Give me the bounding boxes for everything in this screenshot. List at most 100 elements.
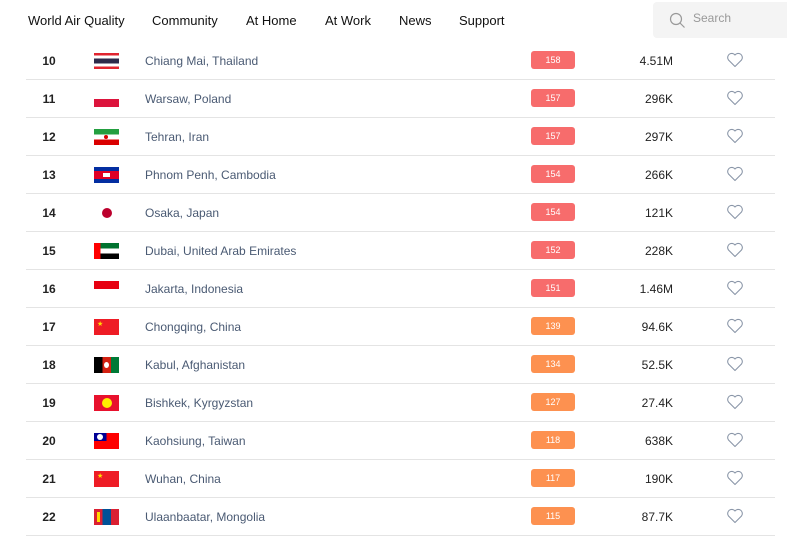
top-nav: World Air Quality Community At Home At W… xyxy=(0,0,787,42)
flag-taiwan xyxy=(94,433,119,449)
heart-icon[interactable] xyxy=(726,52,744,73)
aqi-badge: 154 xyxy=(531,203,575,221)
city-link[interactable]: Tehran, Iran xyxy=(145,130,210,144)
flag-china: ★ xyxy=(94,319,119,335)
flag-afghanistan xyxy=(94,357,119,373)
population: 121K xyxy=(644,206,673,220)
city-link[interactable]: Warsaw, Poland xyxy=(145,92,232,106)
aqi-badge: 115 xyxy=(531,507,575,525)
rank: 21 xyxy=(42,472,56,486)
city-link[interactable]: Jakarta, Indonesia xyxy=(145,282,244,296)
city-link[interactable]: Osaka, Japan xyxy=(145,206,220,220)
population: 296K xyxy=(644,92,673,106)
nav-world-air-quality[interactable]: World Air Quality xyxy=(28,13,125,28)
heart-icon[interactable] xyxy=(726,318,744,339)
table-row: 15 Dubai, United Arab Emirates 152 228K xyxy=(26,232,775,270)
city-link[interactable]: Kabul, Afghanistan xyxy=(145,358,246,372)
city-link[interactable]: Wuhan, China xyxy=(145,472,221,486)
rank: 10 xyxy=(42,54,56,68)
heart-icon[interactable] xyxy=(726,470,744,491)
heart-icon[interactable] xyxy=(726,432,744,453)
flag-thailand xyxy=(94,53,119,69)
table-row: 14 Osaka, Japan 154 121K xyxy=(26,194,775,232)
aqi-badge: 158 xyxy=(531,51,575,69)
aqi-badge: 157 xyxy=(531,127,575,145)
population: 638K xyxy=(644,434,673,448)
heart-icon[interactable] xyxy=(726,394,744,415)
city-link[interactable]: Chongqing, China xyxy=(145,320,242,334)
nav-community[interactable]: Community xyxy=(152,13,218,28)
population: 1.46M xyxy=(639,282,673,296)
nav-support[interactable]: Support xyxy=(459,13,505,28)
table-row: 19 Bishkek, Kyrgyzstan 127 27.4K xyxy=(26,384,775,422)
aqi-badge: 134 xyxy=(531,355,575,373)
population: 52.5K xyxy=(641,358,673,372)
heart-icon[interactable] xyxy=(726,242,744,263)
aqi-badge: 117 xyxy=(531,469,575,487)
search-icon xyxy=(669,12,685,28)
population: 266K xyxy=(644,168,673,182)
aqi-badge: 139 xyxy=(531,317,575,335)
table-row: 12 Tehran, Iran 157 297K xyxy=(26,118,775,156)
table-row: 18 Kabul, Afghanistan 134 52.5K xyxy=(26,346,775,384)
flag-china: ★ xyxy=(94,471,119,487)
rank: 20 xyxy=(42,434,56,448)
city-link[interactable]: Kaohsiung, Taiwan xyxy=(145,434,246,448)
nav-news[interactable]: News xyxy=(399,13,432,28)
flag-japan xyxy=(94,205,119,221)
aqi-badge: 157 xyxy=(531,89,575,107)
population: 27.4K xyxy=(641,396,673,410)
city-link[interactable]: Ulaanbaatar, Mongolia xyxy=(145,510,266,524)
rank: 22 xyxy=(42,510,56,524)
flag-uae xyxy=(94,243,119,259)
rank: 14 xyxy=(42,206,56,220)
city-ranking-list: 10 Chiang Mai, Thailand 158 4.51M 11 War… xyxy=(26,42,775,536)
city-link[interactable]: Phnom Penh, Cambodia xyxy=(145,168,276,182)
flag-cambodia xyxy=(94,167,119,183)
table-row: 16 Jakarta, Indonesia 151 1.46M xyxy=(26,270,775,308)
flag-iran xyxy=(94,129,119,145)
rank: 12 xyxy=(42,130,56,144)
city-link[interactable]: Chiang Mai, Thailand xyxy=(145,54,259,68)
rank: 16 xyxy=(42,282,56,296)
nav-at-home[interactable]: At Home xyxy=(246,13,297,28)
aqi-badge: 118 xyxy=(531,431,575,449)
flag-kyrgyzstan xyxy=(94,395,119,411)
rank: 18 xyxy=(42,358,56,372)
search-input[interactable] xyxy=(693,11,783,25)
rank: 13 xyxy=(42,168,56,182)
table-row: 13 Phnom Penh, Cambodia 154 266K xyxy=(26,156,775,194)
heart-icon[interactable] xyxy=(726,508,744,529)
search-box[interactable] xyxy=(653,2,787,38)
population: 228K xyxy=(644,244,673,258)
heart-icon[interactable] xyxy=(726,356,744,377)
flag-mongolia xyxy=(94,509,119,525)
population: 4.51M xyxy=(639,54,673,68)
table-row: 20 Kaohsiung, Taiwan 118 638K xyxy=(26,422,775,460)
population: 190K xyxy=(644,472,673,486)
heart-icon[interactable] xyxy=(726,166,744,187)
heart-icon[interactable] xyxy=(726,128,744,149)
nav-at-work[interactable]: At Work xyxy=(325,13,371,28)
aqi-badge: 152 xyxy=(531,241,575,259)
rank: 15 xyxy=(42,244,56,258)
table-row: 11 Warsaw, Poland 157 296K xyxy=(26,80,775,118)
rank: 17 xyxy=(42,320,56,334)
table-row: 17 ★ Chongqing, China 139 94.6K xyxy=(26,308,775,346)
rank: 19 xyxy=(42,396,56,410)
table-row: 21 ★ Wuhan, China 117 190K xyxy=(26,460,775,498)
table-row: 10 Chiang Mai, Thailand 158 4.51M xyxy=(26,42,775,80)
aqi-badge: 151 xyxy=(531,279,575,297)
heart-icon[interactable] xyxy=(726,280,744,301)
heart-icon[interactable] xyxy=(726,204,744,225)
rank: 11 xyxy=(42,92,56,106)
city-link[interactable]: Bishkek, Kyrgyzstan xyxy=(145,396,254,410)
aqi-badge: 154 xyxy=(531,165,575,183)
heart-icon[interactable] xyxy=(726,90,744,111)
table-row: 22 Ulaanbaatar, Mongolia 115 87.7K xyxy=(26,498,775,536)
population: 94.6K xyxy=(641,320,673,334)
population: 297K xyxy=(644,130,673,144)
flag-poland xyxy=(94,91,119,107)
city-link[interactable]: Dubai, United Arab Emirates xyxy=(145,244,297,258)
aqi-badge: 127 xyxy=(531,393,575,411)
